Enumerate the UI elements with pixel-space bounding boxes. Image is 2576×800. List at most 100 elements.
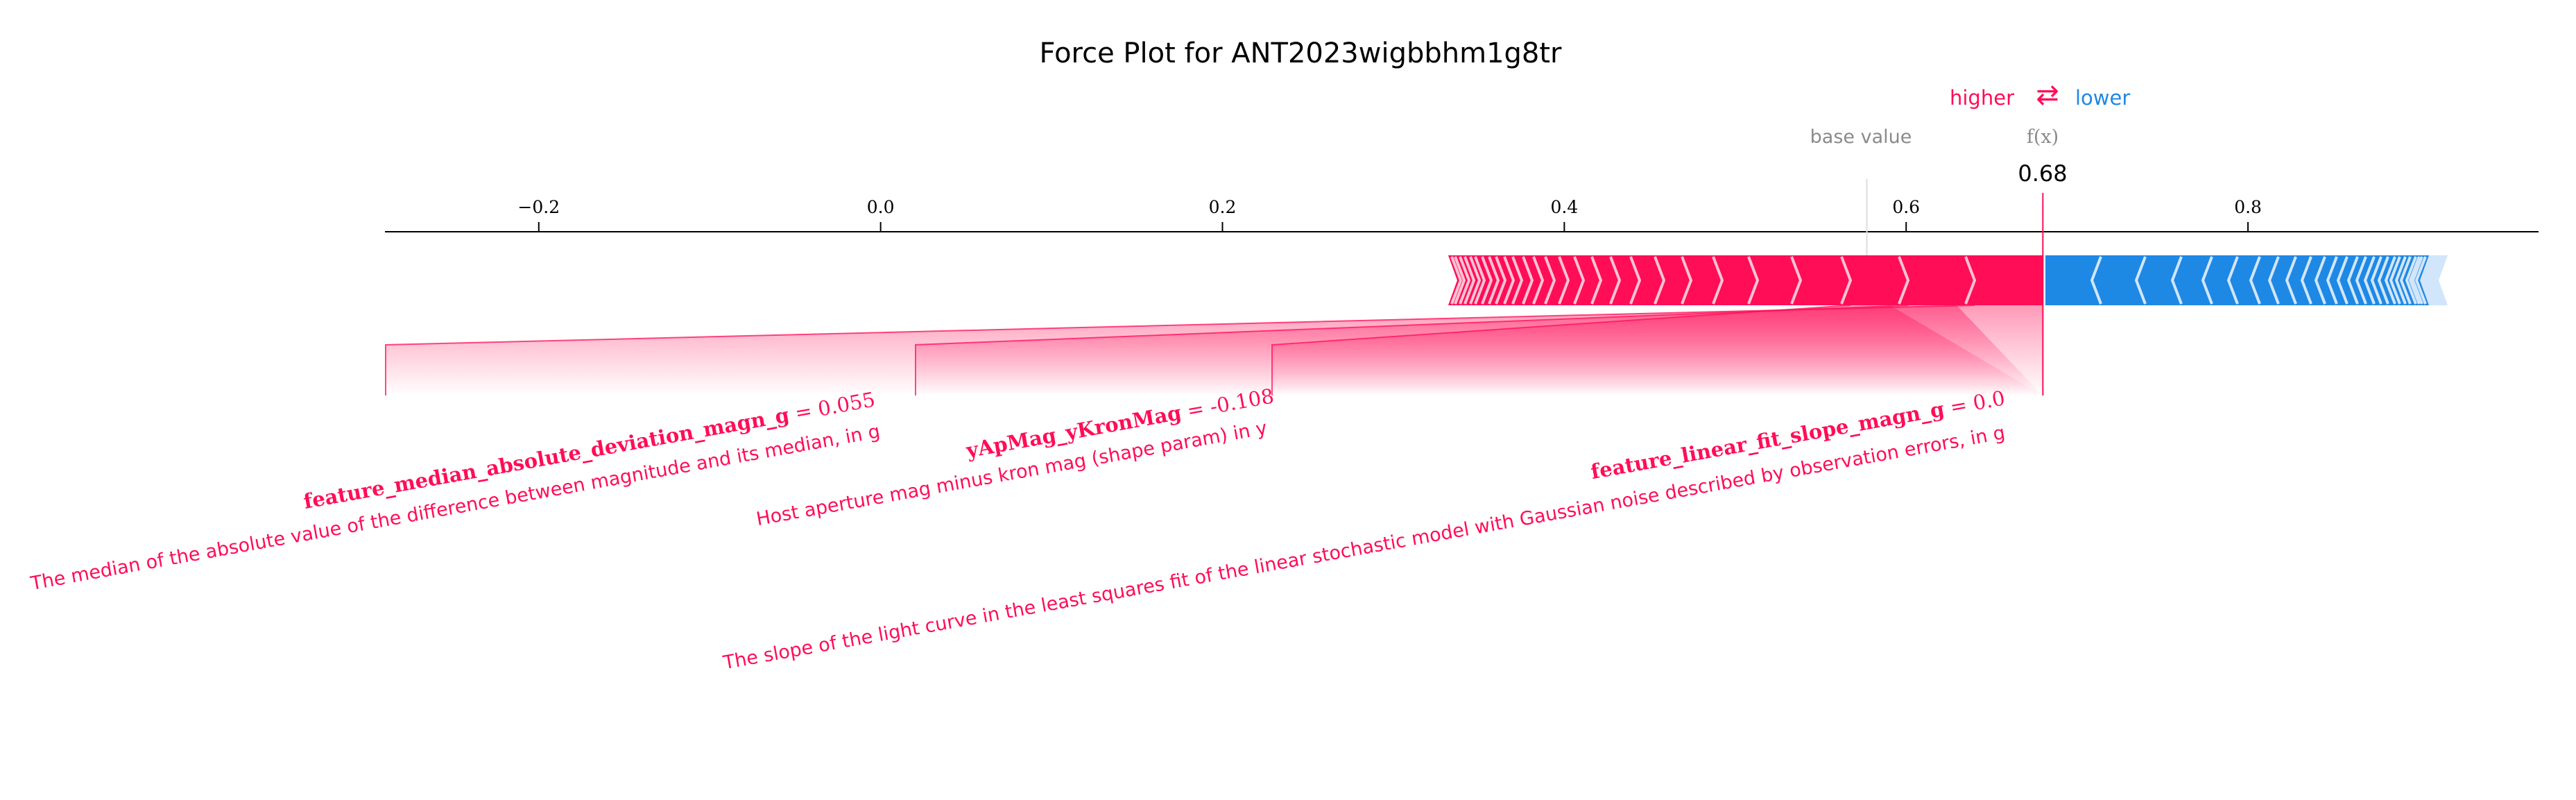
positive-segment-separator xyxy=(1495,256,1507,305)
negative-segment-separator xyxy=(2346,256,2359,305)
positive-segment-separator xyxy=(1964,256,1977,305)
feature-connector-line xyxy=(1271,305,1851,395)
negative-segment-bar xyxy=(2357,255,2374,305)
feature-labels: feature_median_absolute_deviation_magn_g… xyxy=(28,384,2007,674)
negative-segment-separator xyxy=(2399,256,2412,305)
positive-segment-bar xyxy=(1682,255,1722,305)
positive-segment-bar xyxy=(1899,255,1975,305)
x-axis-ticks: −0.2 0.0 0.2 0.4 0.6 0.8 xyxy=(517,197,2262,232)
positive-segment-separator xyxy=(1573,256,1586,305)
positive-segment-separator xyxy=(1488,256,1500,305)
negative-segment-bar xyxy=(2203,255,2238,305)
negative-segment-separator xyxy=(2389,256,2401,305)
negative-segment-bar xyxy=(2136,255,2181,305)
negative-segment-separator xyxy=(2408,256,2421,305)
negative-segment-bar xyxy=(2379,255,2395,305)
positive-segment-bar xyxy=(1749,255,1801,305)
negative-segment-separator xyxy=(2355,256,2367,305)
positive-segment-bar xyxy=(1504,255,1522,305)
feature-description: The median of the absolute value of the … xyxy=(28,420,882,595)
feature-description: The slope of the light curve in the leas… xyxy=(721,422,2007,674)
x-tick-label: −0.2 xyxy=(517,197,560,217)
positive-segment-bar xyxy=(1465,255,1479,305)
positive-segment-separator xyxy=(1503,256,1515,305)
positive-segment-separator xyxy=(1463,256,1476,305)
positive-segment-bar xyxy=(1592,255,1620,305)
positive-segment-bar xyxy=(1611,255,1640,305)
legend-lower: lower xyxy=(2075,86,2130,110)
positive-segment-separator xyxy=(1469,256,1482,305)
positive-segment-bar xyxy=(1841,255,1908,305)
positive-segment-separator xyxy=(1481,256,1493,305)
positive-segment-bar xyxy=(1496,255,1513,305)
negative-segment-bar xyxy=(2269,255,2296,305)
negative-segment-bar xyxy=(2045,255,2101,305)
negative-segment-separator xyxy=(2090,256,2102,305)
x-tick-label: 0.8 xyxy=(2234,197,2262,217)
force-bars xyxy=(1448,255,2448,305)
negative-segment-bar xyxy=(2349,255,2366,305)
positive-segment-separator xyxy=(1532,256,1545,305)
negative-segment-separator xyxy=(2267,256,2280,305)
negative-segment-separator xyxy=(2249,256,2261,305)
positive-segment-separator xyxy=(1609,256,1622,305)
negative-segment-separator xyxy=(2370,256,2382,305)
positive-segment-separator xyxy=(1474,256,1486,305)
legend-arrows-icon: ⇄ xyxy=(2036,79,2059,111)
negative-segment-separator xyxy=(2394,256,2407,305)
positive-segment-separator xyxy=(1681,256,1693,305)
negative-segment-separator xyxy=(2226,256,2239,305)
feature-connector-fill xyxy=(1272,305,2043,395)
x-tick-label: 0.6 xyxy=(1892,197,1920,217)
negative-segment-separator xyxy=(2326,256,2338,305)
x-tick-label: 0.0 xyxy=(867,197,895,217)
feature-connector-line xyxy=(385,305,1975,395)
positive-segment-bar xyxy=(1792,255,1851,305)
negative-segment-separator xyxy=(2405,256,2417,305)
negative-segment-separator xyxy=(2411,256,2423,305)
positive-segment-separator xyxy=(1654,256,1666,305)
negative-tail-bar xyxy=(2420,255,2448,305)
negative-segment-separator xyxy=(2314,256,2326,305)
negative-segment-separator xyxy=(2336,256,2349,305)
positive-segment-separator xyxy=(1590,256,1603,305)
negative-segment-separator xyxy=(2300,256,2312,305)
fx-value: 0.68 xyxy=(2018,160,2067,187)
negative-segment-bar xyxy=(2172,255,2212,305)
negative-segment-separator xyxy=(2377,256,2389,305)
negative-segment-separator xyxy=(2285,256,2297,305)
negative-segment-bar xyxy=(2372,255,2388,305)
positive-segment-separator xyxy=(1544,256,1556,305)
positive-segment-bar xyxy=(1482,255,1498,305)
x-tick-label: 0.4 xyxy=(1550,197,1578,217)
negative-segment-separator xyxy=(2201,256,2213,305)
negative-segment-separator xyxy=(2363,256,2376,305)
positive-segment-bar xyxy=(1489,255,1505,305)
chart-title: Force Plot for ANT2023wigbbhm1g8tr xyxy=(1039,37,1562,69)
negative-segment-separator xyxy=(2134,256,2147,305)
positive-segment-separator xyxy=(1511,256,1524,305)
positive-segment-separator xyxy=(1454,256,1466,305)
base-value-label: base value xyxy=(1810,126,1912,148)
positive-segment-bar xyxy=(1631,255,1664,305)
positive-segment-separator xyxy=(1522,256,1534,305)
negative-segment-separator xyxy=(2170,256,2183,305)
positive-segment-bar xyxy=(1475,255,1491,305)
feature-connector-line xyxy=(915,305,1909,395)
positive-segment-separator xyxy=(1558,256,1570,305)
negative-segment-bar xyxy=(2229,255,2260,305)
positive-segment-separator xyxy=(1898,256,1910,305)
negative-segment-bar xyxy=(2391,255,2405,305)
positive-segment-bar xyxy=(1713,255,1758,305)
positive-segment-separator xyxy=(1450,256,1463,305)
positive-segment-bar xyxy=(1655,255,1691,305)
negative-segment-bar xyxy=(2401,255,2416,305)
negative-segment-bar xyxy=(2092,255,2145,305)
negative-segment-bar xyxy=(2251,255,2278,305)
positive-segment-bar xyxy=(1574,255,1601,305)
feature-connectors xyxy=(385,305,2043,395)
positive-segment-separator xyxy=(1840,256,1853,305)
legend-higher: higher xyxy=(1950,86,2014,110)
negative-segment-separator xyxy=(2414,256,2427,305)
